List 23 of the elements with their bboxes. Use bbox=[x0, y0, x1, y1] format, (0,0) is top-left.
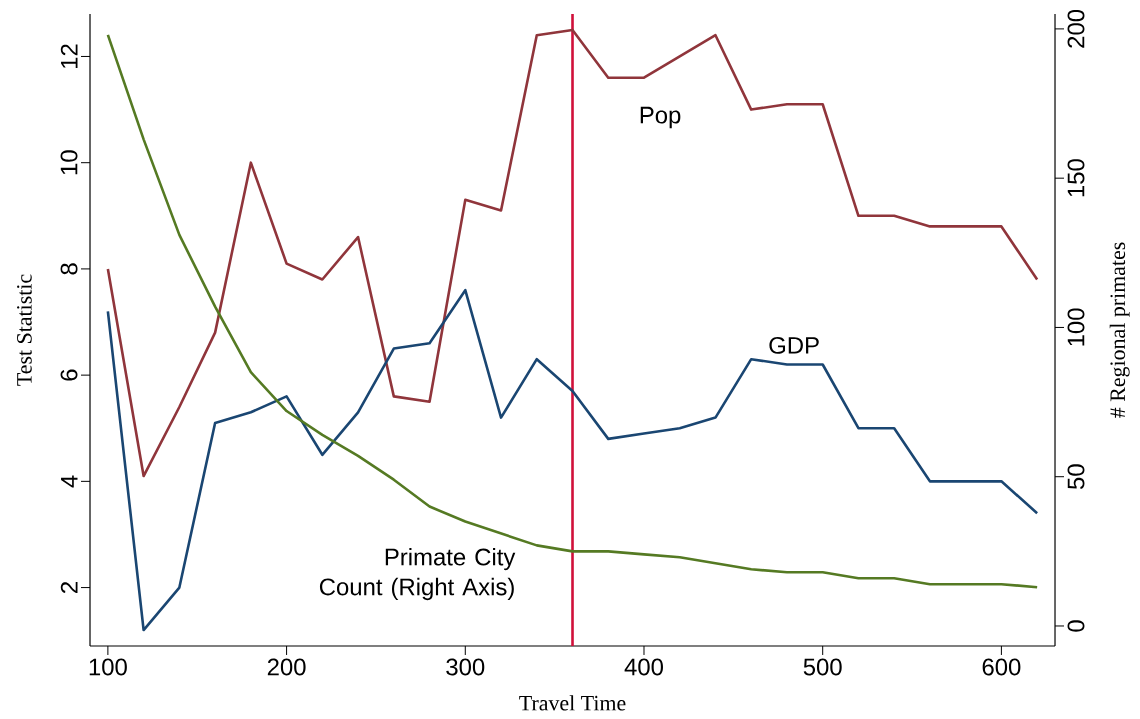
series-label: GDP bbox=[769, 336, 819, 354]
y-axis-title: Test Statistic bbox=[17, 274, 32, 386]
x-tick-label: 400 bbox=[624, 658, 663, 676]
y2-tick-label: 200 bbox=[1067, 9, 1085, 48]
y2-tick-label: 150 bbox=[1067, 159, 1085, 197]
y-tick-label: 2 bbox=[60, 582, 78, 594]
x-tick-label: 600 bbox=[982, 658, 1021, 676]
y2-tick-label: 50 bbox=[1067, 464, 1085, 490]
x-tick-label: 100 bbox=[89, 658, 127, 676]
y2-axis-title: # Regional primates bbox=[1109, 242, 1130, 418]
y-tick-label: 4 bbox=[61, 475, 78, 488]
y2-tick-label: 0 bbox=[1067, 620, 1085, 632]
y-tick-label: 6 bbox=[60, 369, 78, 381]
x-tick-label: 500 bbox=[803, 658, 842, 676]
y-tick-label: 12 bbox=[60, 44, 78, 68]
y2-tick-label: 100 bbox=[1067, 308, 1085, 346]
x-tick-label: 200 bbox=[267, 658, 306, 676]
x-tick-label: 300 bbox=[446, 658, 485, 676]
y-tick-label: 10 bbox=[60, 150, 78, 175]
series-label: Primate City Count (Right Axis) bbox=[319, 547, 516, 601]
series-label: Pop bbox=[640, 106, 681, 129]
x-axis-title: Travel Time bbox=[519, 695, 626, 711]
y-tick-label: 8 bbox=[60, 263, 78, 275]
